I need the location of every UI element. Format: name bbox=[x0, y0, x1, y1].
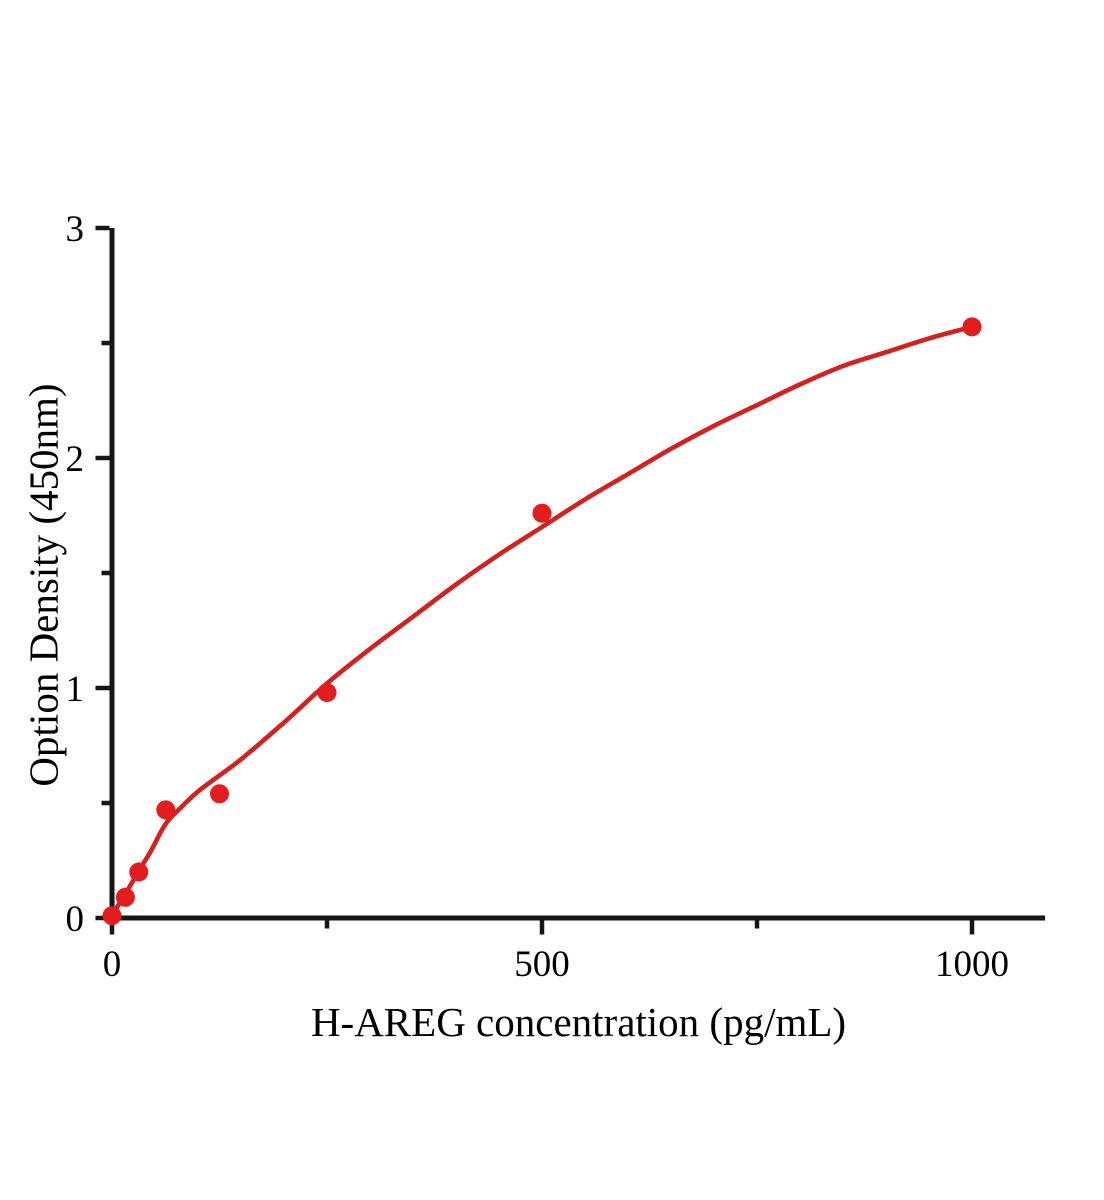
data-point bbox=[129, 862, 149, 882]
y-axis-label: Option Density (450nm) bbox=[20, 383, 67, 787]
data-point bbox=[156, 800, 176, 820]
y-tick-label: 2 bbox=[66, 439, 85, 480]
x-axis-label: H-AREG concentration (pg/mL) bbox=[310, 999, 847, 1045]
y-tick-label: 0 bbox=[66, 899, 85, 940]
y-tick-label: 3 bbox=[66, 209, 85, 250]
data-point bbox=[115, 887, 135, 907]
fit-curve bbox=[109, 324, 975, 918]
x-tick-label: 1000 bbox=[935, 944, 1009, 985]
x-tick-label: 0 bbox=[103, 944, 122, 985]
data-point bbox=[317, 683, 337, 703]
data-point bbox=[532, 503, 552, 523]
y-tick-label: 1 bbox=[66, 669, 85, 710]
data-point bbox=[102, 906, 122, 926]
x-tick-label: 500 bbox=[514, 944, 570, 985]
data-point bbox=[962, 317, 982, 337]
data-point bbox=[210, 784, 229, 804]
